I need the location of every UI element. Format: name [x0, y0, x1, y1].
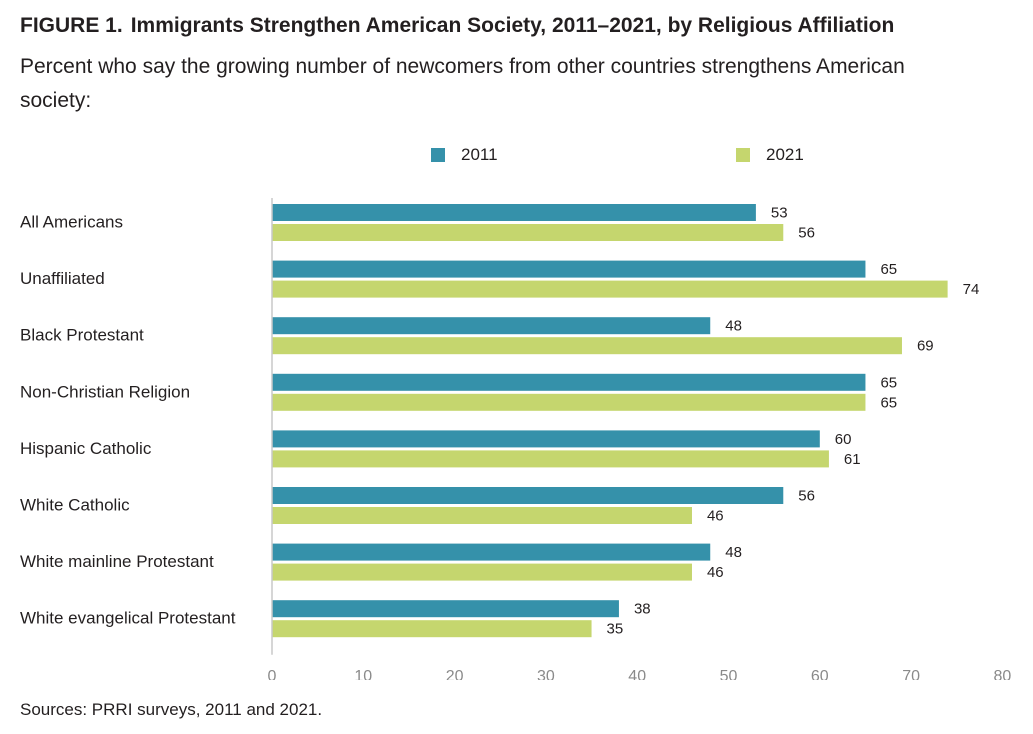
bar-2011 [272, 260, 866, 278]
x-tick-label: 80 [994, 668, 1012, 680]
category-label: Unaffiliated [20, 269, 105, 288]
data-label: 60 [835, 431, 852, 448]
bar-2011 [272, 373, 866, 391]
x-tick-label: 70 [902, 668, 920, 680]
legend-swatch-2011 [431, 148, 445, 162]
data-label: 38 [634, 601, 651, 618]
data-label: 46 [707, 507, 724, 524]
figure-label: FIGURE 1. [20, 14, 123, 37]
data-label: 65 [880, 261, 897, 278]
category-label: White Catholic [20, 495, 130, 514]
data-label: 35 [607, 621, 624, 638]
x-tick-label: 10 [354, 668, 372, 680]
bar-2021 [272, 563, 692, 581]
bar-2011 [272, 430, 820, 448]
bar-2021 [272, 507, 692, 524]
bar-2021 [272, 224, 784, 241]
bar-2021 [272, 337, 902, 355]
data-label: 48 [725, 318, 742, 335]
x-tick-label: 30 [537, 668, 555, 680]
bar-2021 [272, 393, 866, 411]
bar-2011 [272, 543, 711, 561]
data-label: 69 [917, 338, 934, 355]
data-label: 65 [880, 374, 897, 391]
x-tick-label: 40 [628, 668, 646, 680]
bar-chart: All Americans 53 56 Unaffiliated 65 74 Black P… [20, 198, 1012, 680]
bar-2021 [272, 620, 592, 638]
x-tick-label: 50 [720, 668, 738, 680]
chart-title: FIGURE 1. Immigrants Strengthen American … [20, 14, 894, 38]
data-label: 48 [725, 544, 742, 561]
legend-label-2011: 2011 [461, 145, 498, 164]
bar-2011 [272, 487, 784, 504]
category-label: White evangelical Protestant [20, 609, 236, 628]
bar-2021 [272, 450, 829, 468]
chart-legend: 2011 2021 [0, 145, 1033, 167]
bar-2011 [272, 317, 711, 335]
x-tick-label: 0 [268, 668, 277, 680]
legend-swatch-2021 [736, 148, 750, 162]
category-label: White mainline Protestant [20, 552, 214, 571]
data-label: 56 [798, 487, 815, 504]
data-label: 65 [880, 394, 897, 411]
bar-2011 [272, 600, 619, 618]
data-label: 74 [963, 281, 980, 298]
legend-label-2021: 2021 [766, 145, 804, 164]
data-label: 61 [844, 451, 861, 468]
category-label: Black Protestant [20, 326, 144, 345]
x-tick-label: 20 [446, 668, 464, 680]
figure-title-text: Immigrants Strengthen American Society, … [130, 14, 895, 37]
bar-2021 [272, 280, 948, 298]
x-tick-label: 60 [811, 668, 829, 680]
category-label: Non-Christian Religion [20, 382, 190, 401]
legend-item-2011: 2011 [431, 145, 498, 165]
data-label: 46 [707, 564, 724, 581]
data-label: 56 [798, 224, 815, 241]
chart-subtitle: Percent who say the growing number of ne… [20, 55, 905, 112]
category-label: Hispanic Catholic [20, 439, 152, 458]
bar-2011 [272, 204, 756, 221]
source-note: Sources: PRRI surveys, 2011 and 2021. [20, 700, 323, 719]
legend-item-2021: 2021 [736, 145, 804, 165]
data-label: 53 [771, 204, 788, 221]
category-label: All Americans [20, 212, 123, 231]
